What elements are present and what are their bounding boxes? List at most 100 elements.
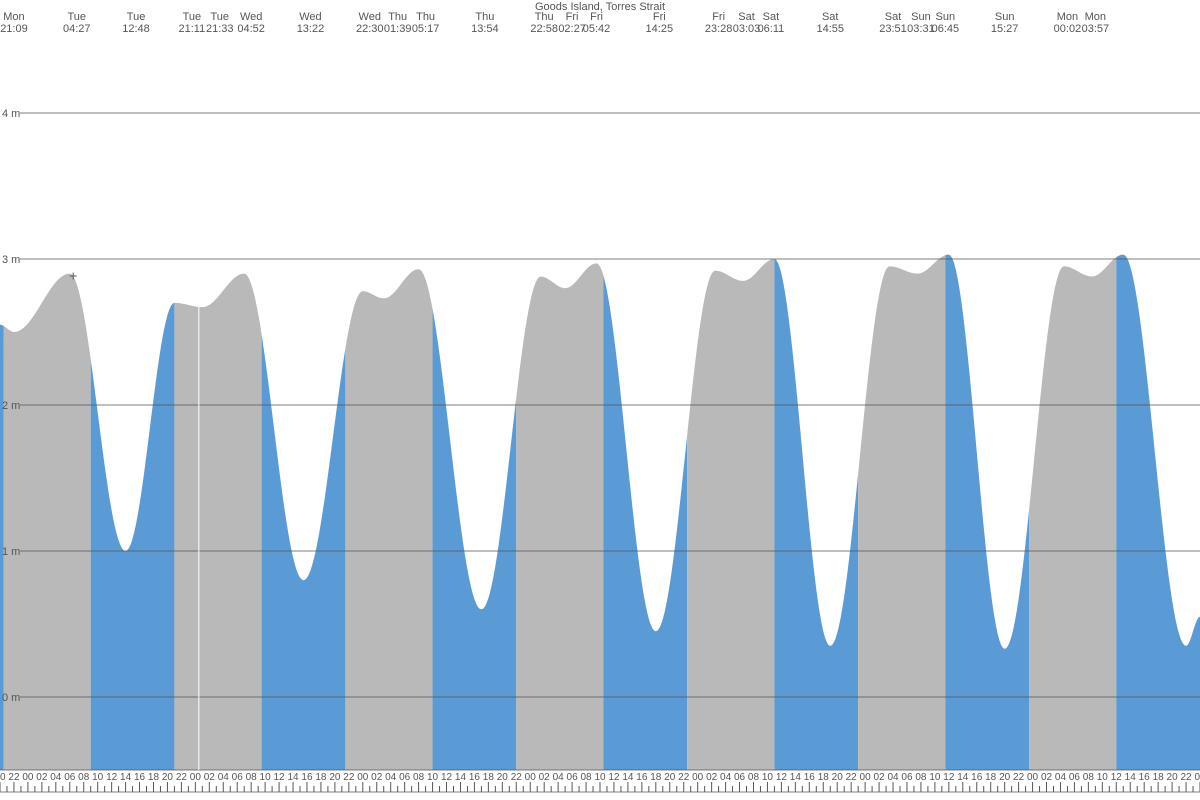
event-time-label: 06:11 — [758, 23, 785, 35]
x-tick-label: 12 — [441, 772, 453, 783]
x-tick-label: 10 — [929, 772, 941, 783]
event-day-label: Sun — [911, 11, 931, 23]
x-tick-label: 18 — [650, 772, 662, 783]
y-axis-label: 1 m — [2, 546, 20, 558]
event-time-label: 03:03 — [733, 23, 761, 35]
x-tick-label: 04 — [720, 772, 732, 783]
x-tick-label: 04 — [1055, 772, 1067, 783]
x-tick-label: 12 — [1111, 772, 1123, 783]
x-tick-label: 00 — [1194, 772, 1200, 783]
x-tick-label: 06 — [901, 772, 913, 783]
event-time-label: 01:39 — [384, 23, 412, 35]
x-tick-label: 06 — [399, 772, 411, 783]
tide-segment — [433, 309, 517, 770]
x-tick-label: 18 — [148, 772, 160, 783]
event-day-label: Mon — [3, 11, 24, 23]
x-tick-label: 16 — [469, 772, 481, 783]
x-tick-label: 02 — [371, 772, 383, 783]
x-tick-label: 02 — [1041, 772, 1053, 783]
tide-segment — [345, 269, 432, 770]
event-time-label: 21:09 — [0, 23, 28, 35]
event-day-label: Mon — [1057, 11, 1078, 23]
event-time-label: 13:54 — [471, 23, 499, 35]
tide-segment — [687, 259, 774, 770]
x-tick-label: 02 — [539, 772, 551, 783]
x-tick-label: 18 — [1153, 772, 1165, 783]
tide-segment — [91, 303, 175, 770]
x-tick-label: 00 — [692, 772, 704, 783]
y-axis-label: 2 m — [2, 400, 20, 412]
x-tick-label: 16 — [1139, 772, 1151, 783]
x-tick-label: 06 — [232, 772, 244, 783]
event-day-label: Wed — [359, 11, 381, 23]
event-time-label: 04:52 — [237, 23, 265, 35]
x-tick-label: 08 — [78, 772, 90, 783]
current-marker: + — [69, 268, 77, 284]
event-day-label: Wed — [240, 11, 262, 23]
x-tick-label: 00 — [525, 772, 537, 783]
x-tick-label: 06 — [567, 772, 579, 783]
x-tick-label: 14 — [957, 772, 969, 783]
x-tick-label: 04 — [887, 772, 899, 783]
x-tick-label: 20 — [497, 772, 509, 783]
x-axis: 2022000204060810121416182022000204060810… — [0, 770, 1200, 792]
event-day-label: Sat — [763, 11, 780, 23]
tide-chart: 0 m1 m2 m3 m4 mGoods Island, Torres Stra… — [0, 0, 1200, 800]
event-time-label: 23:28 — [705, 23, 733, 35]
x-tick-label: 16 — [636, 772, 648, 783]
tide-segment — [945, 255, 1029, 770]
x-tick-label: 04 — [553, 772, 565, 783]
tide-area — [0, 255, 1200, 770]
event-time-label: 12:48 — [122, 23, 150, 35]
x-tick-label: 20 — [664, 772, 676, 783]
event-time-label: 21:11 — [179, 23, 206, 35]
x-tick-label: 22 — [678, 772, 690, 783]
x-tick-label: 16 — [134, 772, 146, 783]
x-tick-label: 18 — [818, 772, 830, 783]
x-tick-label: 02 — [36, 772, 48, 783]
x-tick-label: 08 — [915, 772, 927, 783]
x-tick-label: 20 — [1167, 772, 1179, 783]
x-tick-label: 04 — [218, 772, 230, 783]
x-tick-label: 00 — [357, 772, 369, 783]
x-tick-label: 14 — [790, 772, 802, 783]
event-time-label: 21:33 — [206, 23, 234, 35]
x-tick-label: 06 — [1069, 772, 1081, 783]
x-tick-label: 02 — [204, 772, 216, 783]
x-tick-label: 16 — [804, 772, 816, 783]
x-tick-label: 00 — [860, 772, 872, 783]
x-tick-label: 14 — [1125, 772, 1137, 783]
tide-segment — [174, 274, 261, 770]
x-tick-label: 14 — [455, 772, 467, 783]
event-time-label: 05:42 — [583, 23, 611, 35]
x-tick-label: 10 — [762, 772, 774, 783]
tide-segment — [1116, 255, 1200, 770]
event-time-label: 23:51 — [879, 23, 907, 35]
x-tick-label: 10 — [594, 772, 606, 783]
event-day-label: Wed — [299, 11, 321, 23]
x-tick-label: 22 — [8, 772, 20, 783]
event-day-label: Fri — [712, 11, 725, 23]
x-tick-label: 00 — [22, 772, 34, 783]
event-day-label: Fri — [653, 11, 666, 23]
event-day-label: Thu — [416, 11, 435, 23]
x-tick-label: 16 — [301, 772, 313, 783]
x-tick-label: 12 — [943, 772, 955, 783]
event-day-label: Fri — [566, 11, 579, 23]
x-tick-label: 02 — [874, 772, 886, 783]
tide-segment — [516, 263, 603, 770]
x-tick-label: 22 — [511, 772, 523, 783]
event-day-label: Fri — [590, 11, 603, 23]
x-tick-label: 08 — [1083, 772, 1095, 783]
x-tick-label: 18 — [985, 772, 997, 783]
x-tick-label: 10 — [92, 772, 104, 783]
x-tick-label: 04 — [385, 772, 397, 783]
x-tick-label: 08 — [246, 772, 258, 783]
event-day-label: Sun — [936, 11, 956, 23]
event-day-label: Sun — [995, 11, 1015, 23]
event-time-label: 00:02 — [1054, 23, 1082, 35]
event-time-label: 05:17 — [412, 23, 440, 35]
event-day-label: Thu — [388, 11, 407, 23]
event-day-label: Tue — [183, 11, 202, 23]
tide-segment — [262, 335, 346, 770]
